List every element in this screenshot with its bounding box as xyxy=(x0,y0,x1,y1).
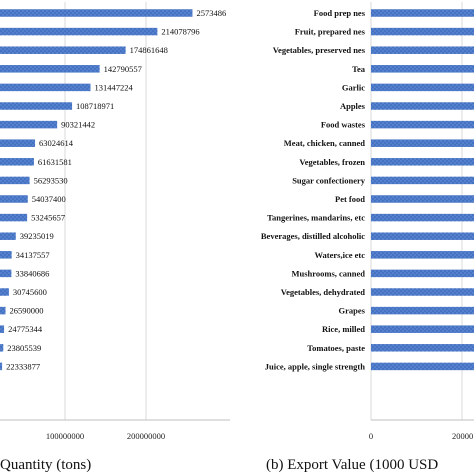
quantity-bar xyxy=(0,158,34,166)
category-label: Tangerines, mandarins, etc xyxy=(267,213,365,223)
export-value-bar xyxy=(371,120,474,129)
export-value-bar xyxy=(371,102,474,110)
category-label: Food prep nes xyxy=(314,8,366,18)
quantity-bar-label: 56293530 xyxy=(34,175,68,185)
export-value-bar xyxy=(371,46,474,54)
category-label: Pet food xyxy=(335,194,365,204)
category-label: Fruit, prepared nes xyxy=(295,27,366,37)
quantity-bar-label: 53245657 xyxy=(31,213,65,223)
quantity-bar-label: 2573486 xyxy=(196,8,226,18)
category-label: Vegetables, dehydrated xyxy=(281,287,365,297)
quantity-bar-label: 214078796 xyxy=(161,27,199,37)
quantity-bar xyxy=(0,27,158,36)
quantity-bar xyxy=(0,176,30,185)
export-value-bar xyxy=(371,344,474,352)
quantity-bar xyxy=(0,344,4,352)
quantity-bar-label: 131447224 xyxy=(94,82,133,92)
quantity-bar-label: 30745600 xyxy=(13,287,47,297)
quantity-bar-label: 61631581 xyxy=(38,157,72,167)
quantity-bar xyxy=(0,9,193,17)
quantity-bar-label: 108718971 xyxy=(76,101,114,111)
quantity-bar-label: 23805539 xyxy=(7,343,41,353)
category-label: Tea xyxy=(352,64,366,74)
quantity-bar xyxy=(0,65,100,73)
export-value-caption: (b) Export Value (1000 USD xyxy=(266,457,438,473)
quantity-bar xyxy=(0,288,9,296)
quantity-bar-label: 39235019 xyxy=(20,231,54,241)
category-label: Juice, apple, single strength xyxy=(265,361,365,371)
quantity-bar-label: 174861648 xyxy=(130,45,168,55)
quantity-bar xyxy=(0,102,73,110)
export-value-bar xyxy=(371,83,474,92)
x-tick-label: 100000000 xyxy=(46,431,84,441)
category-label: Beverages, distilled alcoholic xyxy=(261,231,365,241)
quantity-bar xyxy=(0,213,28,222)
export-value-bar xyxy=(371,139,474,147)
export-value-bar xyxy=(371,158,474,166)
category-label: Tomatoes, paste xyxy=(307,343,365,353)
export-value-bar xyxy=(371,306,474,315)
category-label: Apples xyxy=(340,101,366,111)
quantity-bar-label: 90321442 xyxy=(61,120,95,130)
quantity-bar xyxy=(0,232,16,240)
export-value-bar xyxy=(371,65,474,73)
x-tick-label: 20000 xyxy=(452,431,473,441)
export-value-bar xyxy=(371,288,474,296)
quantity-bar xyxy=(0,195,28,203)
export-value-bar xyxy=(371,213,474,222)
export-value-bar xyxy=(371,251,474,259)
quantity-chart: 100000000 200000000 2573486 214078796 174861… xyxy=(0,2,230,441)
quantity-bar xyxy=(0,46,126,54)
export-value-bar xyxy=(371,269,474,278)
export-value-chart: 0 20000 Food prep nes Fruit, prepared nes Ve… xyxy=(261,2,474,441)
quantity-bar xyxy=(0,325,5,333)
quantity-bar xyxy=(0,139,36,147)
quantity-bar xyxy=(0,362,3,371)
quantity-bar-label: 22333877 xyxy=(6,361,40,371)
quantity-bar-label: 33840686 xyxy=(15,268,49,278)
export-value-bar xyxy=(371,195,474,203)
quantity-bar-label: 26590000 xyxy=(10,306,44,316)
category-label: Waters,ice etc xyxy=(315,250,366,260)
x-tick-label: 0 xyxy=(369,431,373,441)
quantity-bar-label: 24775344 xyxy=(8,324,43,334)
category-label: Vegetables, frozen xyxy=(299,157,365,167)
quantity-bar xyxy=(0,269,12,278)
export-value-bar xyxy=(371,232,474,240)
quantity-bar-label: 63024614 xyxy=(39,138,74,148)
quantity-bar xyxy=(0,251,12,259)
quantity-bar-label: 142790557 xyxy=(104,64,142,74)
quantity-bar xyxy=(0,306,6,315)
quantity-bar xyxy=(0,83,91,92)
quantity-bar xyxy=(0,120,58,129)
category-label: Meat, chicken, canned xyxy=(284,138,365,148)
category-label: Sugar confectionery xyxy=(292,175,366,185)
export-value-bar xyxy=(371,9,474,17)
category-label: Food wastes xyxy=(321,120,366,130)
category-label: Vegetables, preserved nes xyxy=(273,45,366,55)
export-value-bar xyxy=(371,176,474,185)
x-tick-label: 200000000 xyxy=(127,431,165,441)
export-value-bar xyxy=(371,27,474,36)
export-value-bar xyxy=(371,325,474,333)
category-label: Rice, milled xyxy=(322,324,365,334)
category-label: Mushrooms, canned xyxy=(291,268,365,278)
export-value-bar xyxy=(371,362,474,371)
quantity-bar-label: 34137557 xyxy=(16,250,50,260)
category-label: Grapes xyxy=(339,306,366,316)
quantity-bar-label: 54037400 xyxy=(32,194,66,204)
quantity-xlabel: Quantity (tons) xyxy=(0,457,91,473)
category-label: Garlic xyxy=(342,82,365,92)
